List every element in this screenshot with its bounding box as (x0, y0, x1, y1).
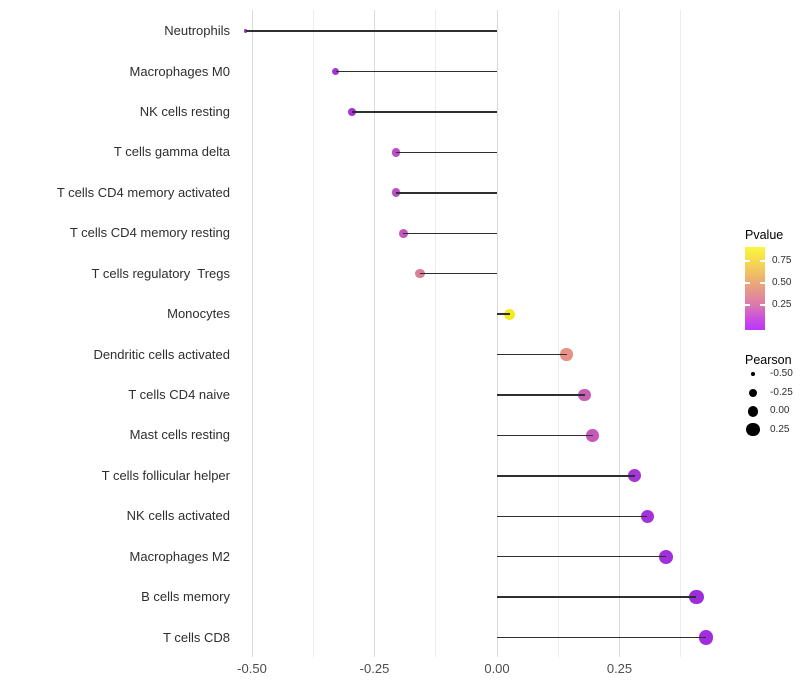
lollipop-stem (497, 313, 510, 315)
category-label: T cells CD4 memory resting (69, 225, 230, 241)
major-gridline (374, 10, 375, 657)
major-gridline (251, 10, 253, 657)
category-label: T cells CD4 naive (128, 386, 230, 402)
lollipop-stem (420, 272, 497, 275)
category-label: T cells gamma delta (113, 144, 230, 160)
colorbar-tick-mark (760, 304, 765, 306)
data-point-dot (398, 228, 408, 238)
category-label: B cells memory (141, 589, 230, 605)
category-label: T cells follicular helper (101, 467, 230, 483)
x-axis-tick-label: -0.25 (359, 661, 390, 676)
minor-gridline (435, 10, 437, 657)
category-label: T cells CD8 (163, 629, 230, 645)
pearson-size-dot (746, 423, 760, 437)
category-label: T cells regulatory Tregs (91, 265, 230, 281)
major-gridline (619, 10, 620, 657)
x-axis-tick-label: -0.50 (237, 661, 267, 676)
data-point-dot (504, 308, 516, 320)
lollipop-stem (497, 434, 593, 437)
lollipop-stem (497, 475, 635, 477)
x-axis-tick-label: 0.25 (606, 661, 633, 676)
colorbar-tick-label: 0.25 (772, 299, 792, 311)
data-point-dot (689, 589, 704, 605)
category-label: Monocytes (167, 306, 230, 322)
major-gridline (496, 10, 498, 657)
lollipop-stem (497, 515, 648, 517)
minor-gridline (557, 10, 559, 657)
pearson-size-label: 0.00 (770, 405, 790, 417)
pearson-size-label: -0.25 (770, 386, 793, 398)
lollipop-stem (396, 192, 497, 194)
category-label: Neutrophils (164, 23, 230, 39)
lollipop-stem (497, 353, 567, 356)
data-point-dot (243, 29, 248, 33)
lollipop-stem (335, 70, 497, 73)
colorbar-tick-label: 0.75 (772, 255, 792, 267)
pvalue-legend-title: Pvalue (745, 228, 784, 242)
pvalue-colorbar (745, 247, 765, 330)
category-label: NK cells activated (126, 508, 230, 524)
colorbar-tick-mark (760, 282, 765, 284)
lollipop-stem (245, 30, 497, 32)
lollipop-stem (497, 596, 697, 598)
category-label: Macrophages M2 (129, 548, 230, 564)
lollipop-stem (497, 555, 667, 558)
category-label: NK cells resting (139, 103, 230, 119)
category-label: Dendritic cells activated (93, 346, 230, 362)
lollipop-stem (497, 636, 707, 639)
category-label: T cells CD4 memory activated (56, 184, 230, 200)
pearson-size-label: 0.25 (770, 423, 790, 435)
data-point-dot (578, 388, 591, 402)
pearson-size-dot (748, 388, 758, 397)
data-point-dot (640, 509, 655, 523)
lollipop-stem (396, 151, 497, 154)
category-label: Mast cells resting (129, 427, 230, 443)
lollipop-stem (497, 394, 585, 396)
minor-gridline (680, 10, 682, 657)
colorbar-tick-mark (745, 282, 750, 284)
colorbar-tick-label: 0.50 (772, 277, 792, 289)
colorbar-tick-mark (760, 260, 765, 262)
pearson-size-dot (747, 405, 759, 417)
pearson-size-dot (751, 372, 755, 376)
x-axis-tick-label: 0.00 (484, 661, 510, 676)
category-label: Macrophages M0 (129, 63, 230, 79)
pearson-legend-title: Pearson (745, 353, 792, 367)
colorbar-tick-mark (745, 260, 750, 262)
lollipop-stem (351, 111, 497, 113)
colorbar-tick-mark (745, 304, 750, 306)
pearson-size-label: -0.50 (770, 368, 793, 379)
minor-gridline (312, 10, 314, 657)
lollipop-stem (403, 232, 497, 234)
